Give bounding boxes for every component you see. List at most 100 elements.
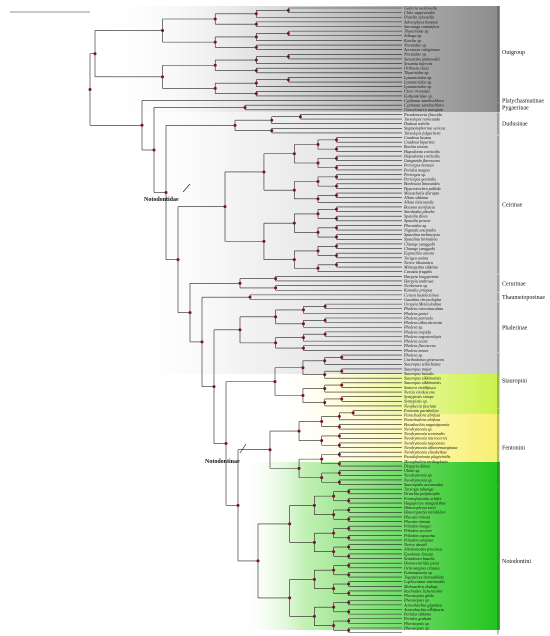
clade-label: Notodontini xyxy=(502,559,531,565)
node-marker xyxy=(347,509,350,512)
node-marker xyxy=(335,254,338,257)
node-marker xyxy=(255,35,258,38)
clade-label: Ceirinae xyxy=(502,203,523,209)
node-marker xyxy=(332,532,335,535)
clade-brackets: OutgroupPlatychasmatinaePygaerinaeDudusi… xyxy=(498,6,545,634)
node-marker xyxy=(302,336,305,339)
clade-label: Outgroup xyxy=(502,50,525,56)
node-marker xyxy=(335,208,338,211)
node-marker xyxy=(255,23,258,26)
clade-label: Pygaerinae xyxy=(502,105,529,111)
tip-label: Pheosiopsis sp. xyxy=(403,625,430,630)
node-marker xyxy=(255,59,258,62)
node-marker xyxy=(320,458,323,461)
notodontidae-label: Notodontidae xyxy=(144,197,179,203)
node-marker xyxy=(347,555,350,558)
node-marker xyxy=(335,157,338,160)
node-marker xyxy=(255,92,258,95)
node-marker xyxy=(338,444,341,447)
node-marker xyxy=(347,536,350,539)
node-marker xyxy=(338,462,341,465)
node-marker xyxy=(239,282,242,285)
node-marker xyxy=(338,434,341,437)
node-marker xyxy=(340,384,343,387)
node-marker xyxy=(299,115,302,118)
node-marker xyxy=(335,138,338,141)
node-marker xyxy=(302,308,305,311)
notodontidae-band xyxy=(120,112,500,374)
clade-label: Stauropini xyxy=(502,378,527,384)
node-marker xyxy=(255,69,258,72)
node-marker xyxy=(262,170,265,173)
node-marker xyxy=(340,397,343,400)
node-marker xyxy=(332,587,335,590)
node-marker xyxy=(302,322,305,325)
node-marker xyxy=(338,481,341,484)
node-marker xyxy=(313,615,316,618)
node-marker xyxy=(274,380,277,383)
node-marker xyxy=(335,226,338,229)
node-marker xyxy=(317,267,320,270)
clade-label: Phalerinae xyxy=(502,325,528,331)
node-marker xyxy=(317,197,320,200)
node-marker xyxy=(332,513,335,516)
notodontinae-arrow xyxy=(240,444,246,453)
node-marker xyxy=(320,476,323,479)
node-marker xyxy=(255,82,258,85)
clade-label: Thaumetopoeinae xyxy=(502,295,545,301)
node-marker xyxy=(270,119,273,122)
node-marker xyxy=(347,518,350,521)
node-marker xyxy=(293,152,296,155)
node-marker xyxy=(335,263,338,266)
node-marker xyxy=(335,245,338,248)
node-marker xyxy=(313,541,316,544)
node-marker xyxy=(320,439,323,442)
node-marker xyxy=(161,29,164,32)
node-marker xyxy=(293,258,296,261)
node-marker xyxy=(335,175,338,178)
node-marker xyxy=(317,212,320,215)
node-marker xyxy=(288,522,291,525)
node-marker xyxy=(298,467,301,470)
stauropini-band xyxy=(270,374,500,414)
node-marker xyxy=(335,166,338,169)
node-marker xyxy=(269,448,272,451)
node-marker xyxy=(317,162,320,165)
node-marker xyxy=(141,124,144,127)
node-marker xyxy=(287,55,290,58)
node-marker xyxy=(255,12,258,15)
node-marker xyxy=(274,341,277,344)
node-marker xyxy=(317,231,320,234)
node-marker xyxy=(287,78,290,81)
node-marker xyxy=(317,143,320,146)
node-marker xyxy=(332,606,335,609)
node-marker xyxy=(301,394,304,397)
node-marker xyxy=(89,88,92,91)
node-marker xyxy=(347,527,350,530)
node-marker xyxy=(165,191,168,194)
node-marker xyxy=(335,185,338,188)
node-marker xyxy=(255,46,258,49)
node-marker xyxy=(213,385,216,388)
node-marker xyxy=(153,148,156,151)
node-marker xyxy=(335,236,338,239)
node-marker xyxy=(214,17,217,20)
node-marker xyxy=(338,415,341,418)
node-marker xyxy=(274,315,277,318)
node-marker xyxy=(347,490,350,493)
node-marker xyxy=(347,610,350,613)
node-marker xyxy=(161,75,164,78)
clade-label: Dudusinae xyxy=(502,122,528,128)
node-marker xyxy=(287,32,290,35)
node-marker xyxy=(324,319,327,322)
node-marker xyxy=(298,430,301,433)
node-marker xyxy=(324,305,327,308)
node-marker xyxy=(347,573,350,576)
node-marker xyxy=(288,596,291,599)
node-marker xyxy=(338,472,341,475)
node-marker xyxy=(347,499,350,502)
node-marker xyxy=(234,124,237,127)
node-marker xyxy=(244,106,247,109)
node-marker xyxy=(335,217,338,220)
